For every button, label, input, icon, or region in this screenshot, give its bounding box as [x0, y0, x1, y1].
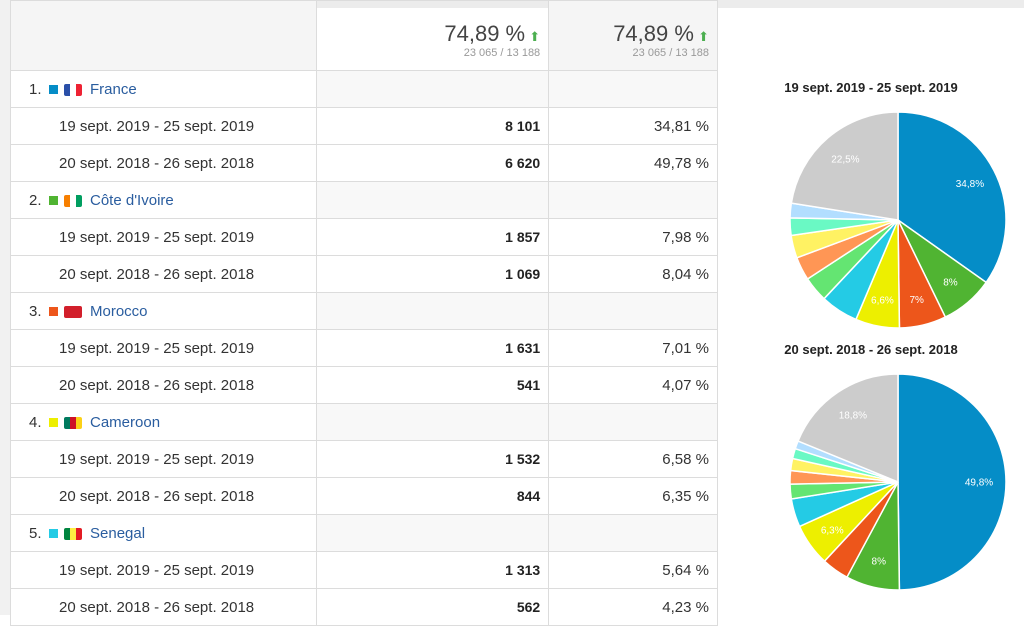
flag-icon	[64, 83, 82, 96]
country-link[interactable]: Morocco	[90, 302, 148, 320]
country-link[interactable]: Cameroon	[90, 413, 161, 431]
color-swatch	[49, 418, 58, 428]
country-link[interactable]: Senegal	[90, 524, 146, 542]
table-row: 20 sept. 2018 - 26 sept. 2018 1 069 8,04 %	[10, 255, 718, 293]
left-strip	[0, 0, 10, 615]
slice-label: 7%	[910, 295, 925, 306]
pie-slice[interactable]	[897, 373, 1007, 591]
color-swatch	[49, 307, 58, 317]
table-row: 20 sept. 2018 - 26 sept. 2018 541 4,07 %	[10, 366, 718, 404]
color-swatch	[49, 529, 58, 539]
country-link[interactable]: Côte d'Ivoire	[90, 191, 174, 209]
color-swatch	[49, 196, 58, 206]
table-row: 20 sept. 2018 - 26 sept. 2018 6 620 49,78 …	[10, 144, 718, 182]
slice-label: 6,3%	[821, 525, 844, 536]
country-row: 2. Côte d'Ivoire	[10, 181, 718, 219]
table-row: 20 sept. 2018 - 26 sept. 2018 562 4,23 %	[10, 588, 718, 626]
slice-label: 34,8%	[956, 179, 984, 190]
pie-slice[interactable]	[790, 111, 899, 221]
table-row: 19 sept. 2019 - 25 sept. 2019 8 101 34,81 …	[10, 107, 718, 145]
table-row: 19 sept. 2019 - 25 sept. 2019 1 532 6,58 %	[10, 440, 718, 478]
arrow-up-icon: ⬆	[529, 28, 541, 44]
chart-title: 20 sept. 2018 - 26 sept. 2018	[784, 342, 958, 357]
pie-chart-2018: 49,8% 8% 6,3% 18,8%	[789, 373, 1007, 591]
summary-col2: 74,89 % ⬆ 23 065 / 13 188	[315, 0, 550, 71]
pie-slice[interactable]	[797, 373, 899, 484]
pie-chart-2019: 34,8% 8% 7% 6,6% 22,5%	[789, 111, 1007, 329]
country-row: 3. Morocco	[10, 292, 718, 330]
table-row: 19 sept. 2019 - 25 sept. 2019 1 631 7,01 %	[10, 329, 718, 367]
slice-label: 8%	[872, 557, 887, 568]
table-row: 20 sept. 2018 - 26 sept. 2018 844 6,35 %	[10, 477, 718, 515]
flag-icon	[64, 416, 82, 429]
color-swatch	[49, 85, 58, 95]
summary-row: 74,89 % ⬆ 23 065 / 13 188 74,89 % ⬆ 23 065…	[10, 0, 718, 71]
table-row: 19 sept. 2019 - 25 sept. 2019 1 313 5,64 %	[10, 551, 718, 589]
pie-slice[interactable]	[897, 111, 1007, 284]
flag-icon	[64, 305, 82, 318]
summary-col3: 74,89 % ⬆ 23 065 / 13 188	[548, 0, 718, 71]
slice-label: 6,6%	[871, 295, 894, 306]
country-row: 1. France	[10, 70, 718, 108]
flag-icon	[64, 527, 82, 540]
slice-label: 18,8%	[839, 411, 867, 422]
slice-label: 8%	[943, 278, 958, 289]
flag-icon	[64, 194, 82, 207]
arrow-up-icon: ⬆	[698, 28, 709, 44]
slice-label: 22,5%	[831, 154, 859, 165]
slice-label: 49,8%	[965, 477, 993, 488]
pie-charts: 19 sept. 2019 - 25 sept. 2019 34,8% 8% 7% 6…	[718, 0, 1024, 615]
table-row: 19 sept. 2019 - 25 sept. 2019 1 857 7,98 %	[10, 218, 718, 256]
data-table: 74,89 % ⬆ 23 065 / 13 188 74,89 % ⬆ 23 065…	[10, 0, 718, 626]
country-link[interactable]: France	[90, 80, 137, 98]
country-row: 4. Cameroon	[10, 403, 718, 441]
country-row: 5. Senegal	[10, 514, 718, 552]
chart-title: 19 sept. 2019 - 25 sept. 2019	[784, 80, 958, 95]
